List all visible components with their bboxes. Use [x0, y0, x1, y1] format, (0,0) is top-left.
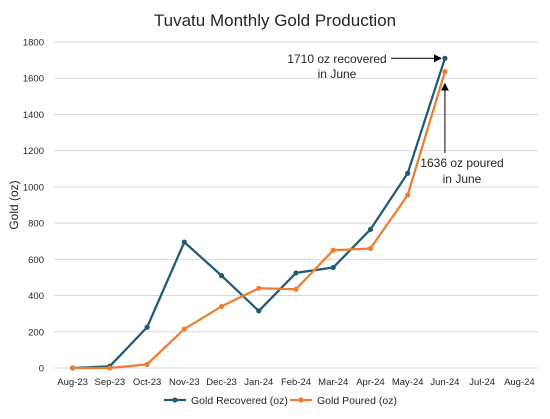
y-tick-label: 1800 [23, 38, 44, 49]
x-tick-label: Aug-23 [57, 377, 88, 388]
y-axis-label: Gold (oz) [7, 180, 21, 229]
y-axis-ticks: 0 200 400 600 800 1000 1200 1400 1600 1800 [23, 38, 44, 375]
x-tick-label: Jul-24 [469, 377, 495, 388]
data-point [442, 55, 448, 61]
data-point [367, 226, 374, 233]
legend: Gold Recovered (oz) Gold Poured (oz) [164, 395, 397, 407]
series-line-0 [72, 57, 446, 370]
x-tick-label: Aug-24 [504, 377, 535, 388]
data-point [181, 239, 187, 245]
y-tick-label: 1000 [23, 182, 44, 193]
y-tick-label: 1200 [23, 146, 44, 157]
x-tick-label: May-24 [392, 377, 424, 388]
gridlines [54, 41, 538, 369]
legend-swatch-marker [298, 397, 304, 403]
legend-swatch-marker [172, 397, 178, 403]
data-point [405, 170, 411, 176]
x-tick-label: Apr-24 [356, 377, 385, 388]
series-line-1 [72, 71, 447, 370]
data-point [367, 245, 374, 252]
data-point [256, 308, 262, 314]
y-tick-label: 600 [28, 255, 44, 266]
annotation-poured-line1: 1636 oz poured [420, 156, 503, 170]
annotation-recovered-line1: 1710 oz recovered [287, 52, 386, 66]
x-tick-label: Feb-24 [281, 377, 311, 388]
data-point [181, 326, 187, 332]
annotation-recovered-line2: in June [318, 67, 357, 81]
y-tick-label: 400 [28, 291, 44, 302]
y-tick-label: 800 [28, 219, 44, 230]
annotation-poured-line2: in June [443, 172, 482, 186]
data-point [70, 365, 76, 371]
data-point [293, 286, 299, 292]
legend-label: Gold Recovered (oz) [191, 395, 288, 407]
x-tick-label: Jan-24 [244, 377, 273, 388]
x-tick-label: Sep-23 [95, 377, 126, 388]
chart-title: Tuvatu Monthly Gold Production [154, 11, 396, 30]
data-point [218, 303, 225, 310]
y-tick-label: 200 [28, 327, 44, 338]
x-tick-label: Dec-23 [206, 377, 237, 388]
data-point [144, 361, 150, 367]
x-tick-label: Oct-23 [133, 377, 162, 388]
y-tick-label: 0 [39, 364, 44, 375]
data-point [330, 264, 336, 271]
y-tick-label: 1600 [23, 74, 44, 85]
data-point [218, 273, 225, 279]
data-point [144, 324, 150, 330]
legend-label: Gold Poured (oz) [317, 395, 397, 407]
y-tick-label: 1400 [23, 110, 44, 121]
data-point [442, 69, 448, 75]
x-axis-ticks: Aug-23 Sep-23 Oct-23 Nov-23 Dec-23 Jan-24 Feb-… [57, 377, 534, 388]
data-point [293, 270, 299, 276]
series-lines [70, 55, 448, 371]
data-point [107, 365, 113, 371]
data-point [256, 285, 262, 291]
x-tick-label: Jun-24 [430, 377, 459, 388]
x-tick-label: Nov-23 [169, 377, 200, 388]
x-tick-label: Mar-24 [318, 377, 348, 388]
data-point [330, 247, 336, 253]
data-point [405, 192, 411, 198]
